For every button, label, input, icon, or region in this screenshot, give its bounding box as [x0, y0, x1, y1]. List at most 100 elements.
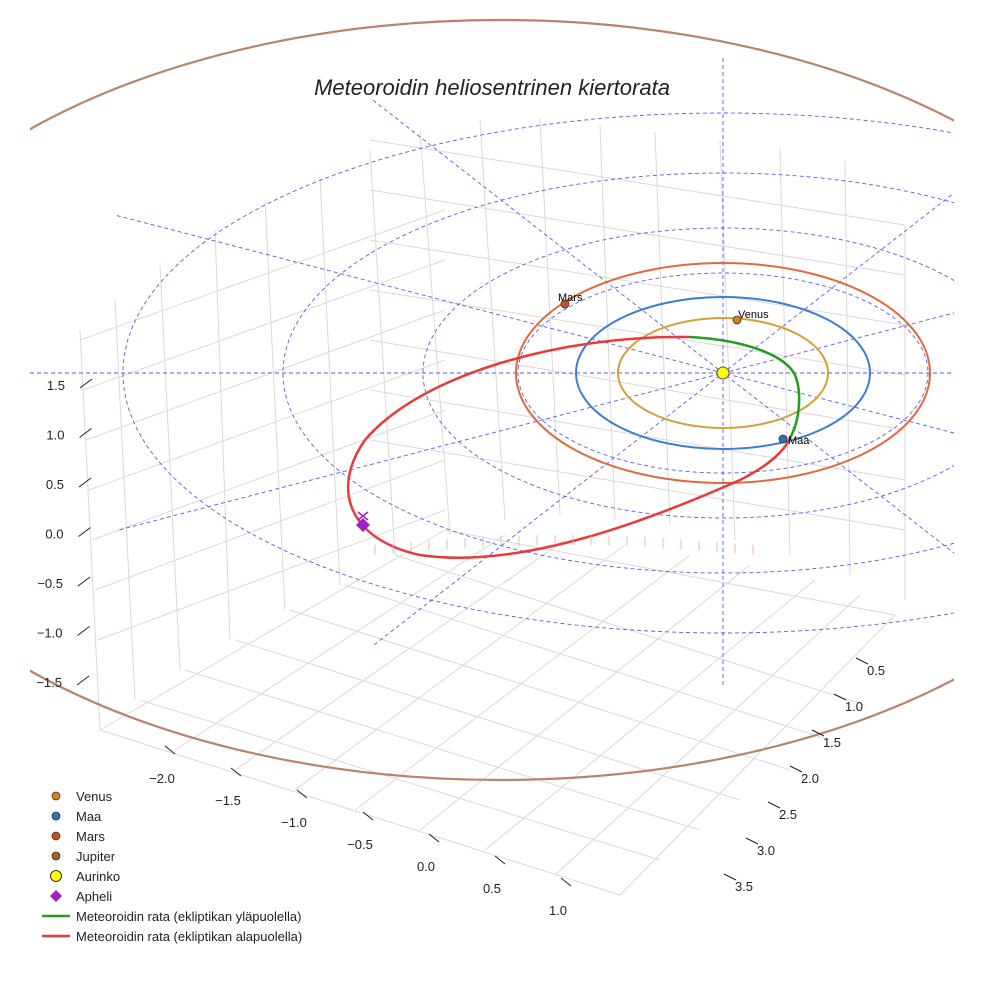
grid-line	[97, 509, 446, 641]
x-tick-label: 2.0	[801, 771, 819, 786]
y-tick	[164, 745, 176, 755]
legend-label: Jupiter	[76, 848, 116, 864]
legend-dot	[51, 791, 61, 801]
x-tick	[833, 693, 847, 701]
grid-line	[369, 289, 906, 376]
x-tick-label: 3.0	[757, 843, 775, 858]
grid-line	[444, 529, 896, 616]
legend-dot	[51, 811, 61, 821]
grid-line	[91, 409, 446, 541]
grid-line	[354, 554, 691, 811]
grid-line	[214, 229, 231, 641]
legend-dot	[51, 851, 61, 861]
z-tick	[78, 527, 91, 537]
grid-line	[369, 339, 906, 431]
meteoroid-orbit-below	[347, 335, 792, 559]
planet-orbit-venus	[617, 317, 829, 429]
grid-line	[99, 529, 446, 731]
y-tick	[362, 811, 374, 821]
legend-symbol	[40, 866, 76, 886]
grid-line	[844, 159, 851, 576]
z-tick-label: 0.5	[46, 477, 64, 492]
grid-line	[369, 149, 396, 556]
x-tick	[767, 801, 781, 809]
grid-line	[369, 439, 906, 531]
legend-item: Aurinko	[40, 866, 302, 886]
legend-label: Meteoroidin rata (ekliptikan alapuolella…	[76, 928, 303, 944]
grid-line	[234, 539, 566, 771]
planet-label: Mars	[558, 292, 583, 304]
axis-ticks: 1.5 1.0 0.5 0.0 −0.5 −1.0 −1.5 −2.0 −1.5 −1.0 −0.5…	[36, 378, 885, 918]
z-tick-label: 1.0	[46, 428, 64, 443]
x-tick	[745, 837, 759, 845]
legend-label: Meteoroidin rata (ekliptikan yläpuolella…	[76, 908, 302, 924]
y-tick-label: −0.5	[347, 837, 373, 852]
grid-line	[85, 309, 446, 441]
aphelion-marker	[356, 518, 370, 532]
z-tick	[79, 378, 93, 389]
legend-symbol	[40, 906, 76, 926]
axis-grid	[79, 117, 906, 896]
legend-item: Meteoroidin rata (ekliptikan alapuolella…	[40, 926, 302, 946]
z-tick-label: −1.5	[36, 675, 62, 690]
ecliptic-polar-grid	[30, 58, 954, 688]
planet-orbit-maa	[575, 296, 871, 450]
grid-line	[159, 264, 181, 671]
grid-line	[779, 147, 791, 556]
grid-line	[394, 554, 866, 706]
legend-item: Jupiter	[40, 846, 302, 866]
x-tick-label: 3.5	[735, 879, 753, 894]
grid-line	[99, 729, 621, 896]
grid-line	[114, 299, 136, 701]
z-tick	[78, 477, 92, 488]
z-tick	[77, 626, 90, 636]
legend-symbol	[40, 926, 76, 946]
legend-symbol	[40, 826, 76, 846]
grid-line	[294, 544, 626, 791]
grid-line	[419, 564, 751, 831]
legend-item: Apheli	[40, 886, 302, 906]
y-tick-label: 0.0	[417, 859, 435, 874]
z-tick	[77, 576, 91, 587]
grid-line	[369, 189, 906, 276]
aphelion-cross	[357, 511, 369, 521]
grid-line	[174, 534, 506, 751]
legend-symbol	[40, 806, 76, 826]
x-tick-label: 1.0	[845, 699, 863, 714]
legend-item: Mars	[40, 826, 302, 846]
x-tick-label: 0.5	[867, 663, 885, 678]
z-tick-label: −1.0	[37, 626, 63, 641]
grid-line	[319, 174, 341, 586]
chart-title: Meteoroidin heliosentrinen kiertorata	[314, 75, 670, 100]
grid-line	[79, 209, 446, 341]
y-tick-label: −2.0	[149, 771, 175, 786]
planet-marker	[732, 315, 742, 325]
grid-line	[184, 669, 701, 831]
planet-label: Venus	[738, 309, 769, 321]
x-tick	[811, 729, 825, 737]
y-tick-label: 1.0	[549, 903, 567, 918]
y-tick	[428, 833, 440, 843]
x-tick-label: 1.5	[823, 735, 841, 750]
y-tick-label: −1.0	[281, 815, 307, 830]
sun-marker	[716, 366, 730, 380]
grid-line	[369, 139, 906, 226]
legend-label: Apheli	[76, 888, 113, 904]
grid-line	[79, 329, 101, 731]
legend: Venus Maa Mars Jupiter Aurinko Apheli Meteoroi…	[40, 786, 302, 946]
legend-label: Venus	[76, 788, 113, 804]
legend-item: Meteoroidin rata (ekliptikan yläpuolella…	[40, 906, 302, 926]
legend-label: Mars	[76, 828, 105, 844]
x-tick-label: 2.5	[779, 807, 797, 822]
z-tick	[76, 675, 90, 686]
grid-line	[88, 359, 446, 491]
grid-line	[344, 584, 831, 741]
y-tick-label: −1.5	[215, 793, 241, 808]
grid-line	[484, 579, 816, 851]
grid-line	[539, 117, 561, 516]
x-tick	[723, 873, 737, 881]
meteoroid-orbit-above	[689, 335, 801, 439]
planet-label: Maa	[788, 435, 810, 447]
y-tick	[230, 767, 242, 777]
